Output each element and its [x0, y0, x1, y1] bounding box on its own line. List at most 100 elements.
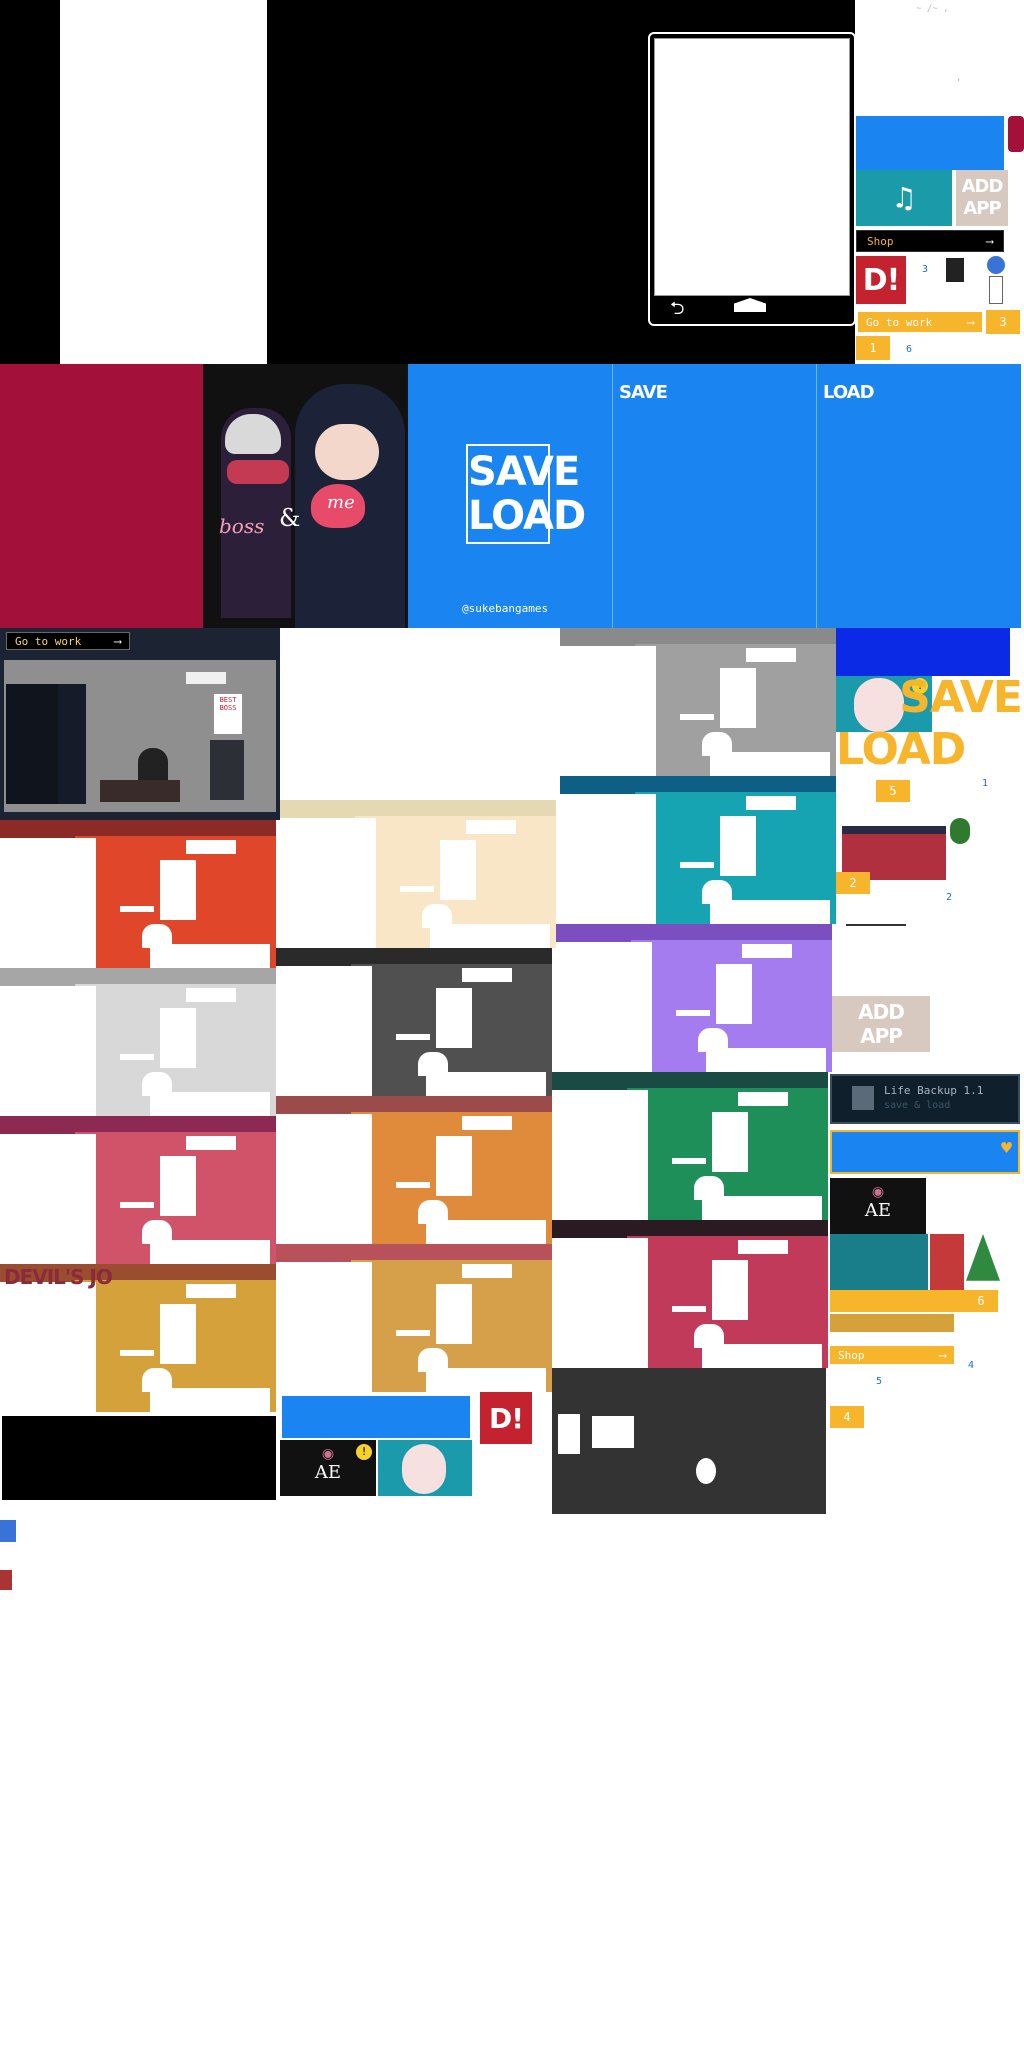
add-app-line1: ADD	[961, 176, 1004, 197]
leopard-strip	[830, 1314, 954, 1332]
shop-street-sprite	[842, 826, 946, 880]
exclamation-icon: !	[356, 1444, 372, 1460]
room-template-tile	[556, 924, 832, 1072]
arrow-right-icon: ⟶	[114, 634, 121, 648]
save-load-logo-box: SAVE LOAD	[466, 444, 586, 544]
flag-sprite	[0, 1520, 16, 1542]
save-load-title-art: SAVE LOAD	[836, 672, 1023, 788]
blue-heart-bar: ♥	[830, 1130, 1020, 1174]
floppy-disk-icon	[852, 1086, 874, 1110]
sign-line1: BEST	[219, 696, 237, 704]
room-template-tile	[552, 1072, 828, 1220]
add-app-line2: APP	[963, 198, 1001, 219]
load-panel-title: LOAD	[823, 382, 875, 403]
number-3: 3	[922, 264, 929, 275]
vending-sprite	[930, 1234, 964, 1290]
crimson-panel	[0, 364, 203, 628]
room-template-tile	[276, 1244, 552, 1392]
back-arrow-icon[interactable]: ⮌	[670, 298, 685, 319]
phone-frame: ⮌	[648, 32, 856, 326]
load-art-text: LOAD	[836, 724, 966, 775]
d-app-tile-2[interactable]: D!	[480, 1392, 532, 1444]
ae-label: AE	[314, 1462, 342, 1483]
save-panel: SAVE	[612, 364, 817, 628]
air-conditioner	[186, 672, 226, 684]
go-to-work-button-small[interactable]: Go to work ⟶	[858, 312, 982, 332]
eye-icon: ◉	[871, 1184, 885, 1200]
ae-label: AE	[864, 1200, 892, 1221]
computer-desk	[210, 740, 244, 800]
bookshelf-2	[58, 684, 86, 804]
save-panel-title: SAVE	[619, 382, 668, 403]
volcano-poster	[830, 1234, 928, 1290]
number-1: 1	[982, 778, 989, 789]
scarf	[227, 460, 289, 484]
music-app-tile[interactable]: ♫	[856, 170, 952, 226]
room-template-tile	[0, 968, 276, 1116]
black-bar-bottom	[2, 1416, 276, 1500]
shop-button[interactable]: Shop ⟶	[856, 230, 1004, 252]
logo-save-text: SAVE	[468, 449, 580, 495]
office-scene: Go to work ⟶ BEST BOSS	[0, 628, 280, 820]
add-app-line1: ADD	[858, 1000, 905, 1024]
ae-app-tile[interactable]: ◉ AE	[830, 1178, 926, 1234]
add-app-line2: APP	[860, 1024, 903, 1048]
home-icon[interactable]	[734, 298, 766, 312]
load-panel: LOAD	[816, 364, 1021, 628]
room-template-tile	[276, 1096, 552, 1244]
room-template-tile	[552, 1220, 828, 1368]
poster-text-me: me	[327, 492, 355, 513]
poster-text-and: &	[279, 504, 301, 532]
number-6: 6	[906, 344, 913, 355]
badge-2: 2	[836, 872, 870, 894]
go-to-work-label: Go to work	[866, 315, 933, 329]
badge-1: 1	[856, 336, 890, 360]
d-app-tile[interactable]: D!	[856, 256, 906, 304]
sketch-area: ~ /~ , '	[856, 0, 1024, 116]
go-to-work-button[interactable]: Go to work ⟶	[6, 632, 130, 650]
blue-bar	[856, 116, 1004, 170]
room-template-tile	[0, 1264, 276, 1412]
sign-line2: BOSS	[219, 704, 237, 712]
robot-sprite	[984, 256, 1008, 304]
room-template-tile	[280, 800, 556, 948]
devils-joy-text: DEVIL'S JO	[4, 1265, 113, 1289]
shop-button-2[interactable]: Shop ⟶	[830, 1346, 954, 1364]
room-template-tile	[560, 628, 836, 776]
blue-rect-top	[836, 628, 1010, 676]
go-to-work-label: Go to work	[15, 634, 82, 648]
credit-text: @sukebangames	[462, 602, 549, 615]
arrow-right-icon: ⟶	[967, 315, 974, 329]
life-backup-subtitle: save & load	[884, 1100, 951, 1111]
character-right-face	[315, 424, 379, 480]
white-panel	[60, 0, 267, 364]
blue-strip-bottom	[282, 1396, 470, 1438]
heart-balloon	[311, 484, 365, 528]
life-backup-panel[interactable]: Life Backup 1.1 save & load	[830, 1074, 1020, 1124]
character-left-hair	[225, 414, 281, 454]
kotatsu-table	[100, 780, 180, 802]
christmas-tree-sprite	[966, 1234, 1000, 1281]
poster-text-boss: boss	[219, 514, 265, 538]
shop-label: Shop	[838, 1348, 865, 1362]
bookshelf	[6, 684, 58, 804]
add-app-tile[interactable]: ADD APP	[956, 170, 1008, 226]
room-template-tile	[0, 820, 276, 968]
badge-6: 6	[964, 1290, 998, 1312]
badge-4: 4	[830, 1406, 864, 1428]
life-backup-title: Life Backup 1.1	[884, 1084, 984, 1097]
room-template-tile	[0, 1116, 276, 1264]
phone-icon-sprite	[1008, 116, 1024, 152]
add-app-tile-2[interactable]: ADD APP	[832, 996, 930, 1052]
badge-5: 5	[876, 780, 910, 802]
room-template-tile	[560, 776, 836, 924]
d-app-label: D!	[862, 262, 901, 298]
heart-icon: ♥	[1001, 1138, 1012, 1159]
music-note-icon: ♫	[894, 180, 914, 216]
arrow-right-icon: ⟶	[986, 234, 993, 248]
number-5: 5	[876, 1376, 883, 1387]
trophy-sprite	[946, 258, 964, 282]
number-4: 4	[968, 1360, 975, 1371]
clothes-rack-sprite	[846, 924, 906, 966]
d-app-label: D!	[488, 1401, 524, 1435]
